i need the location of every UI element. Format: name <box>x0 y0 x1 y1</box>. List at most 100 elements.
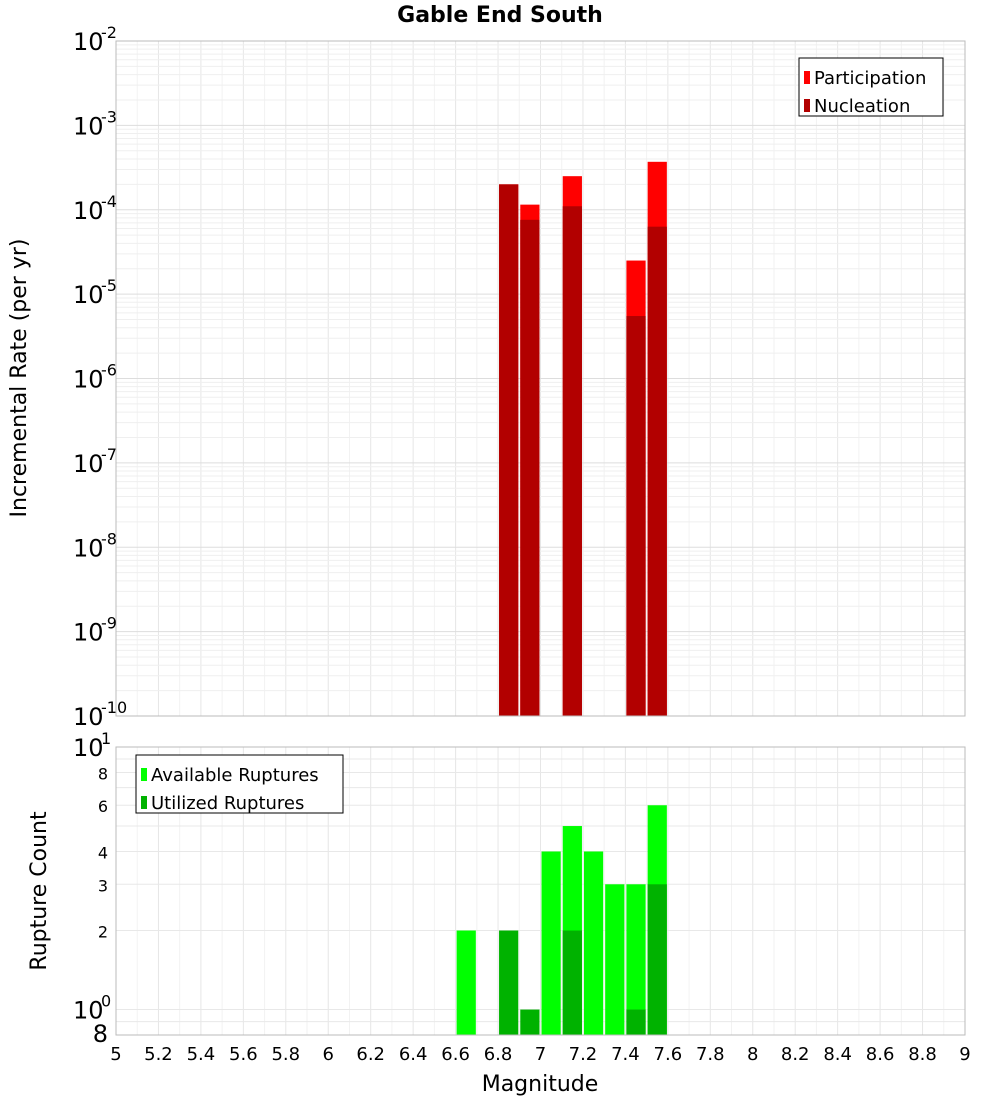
x-tick-label: 6.4 <box>399 1044 428 1065</box>
bottom-y-tick-small: 8 <box>98 764 108 783</box>
tick-base: 10 <box>73 197 104 225</box>
top-y-tick-label: 10-6 <box>73 361 117 394</box>
tick-exponent: -6 <box>101 361 117 380</box>
x-tick-label: 6 <box>323 1044 334 1065</box>
x-tick-label: 9 <box>959 1044 970 1065</box>
x-tick-label: 7 <box>535 1044 546 1065</box>
x-tick-label: 8.8 <box>908 1044 937 1065</box>
bottom-bar <box>456 930 476 1035</box>
top-y-tick-label: 10-10 <box>73 698 127 731</box>
tick-exponent: 0 <box>101 992 111 1011</box>
tick-exponent: -5 <box>101 276 117 295</box>
x-tick-label: 8.6 <box>866 1044 895 1065</box>
top-legend-swatch <box>804 71 810 84</box>
x-tick-label: 5.2 <box>144 1044 173 1065</box>
top-bar <box>499 184 519 717</box>
bottom-y-tick-small: 6 <box>98 797 108 816</box>
x-tick-label: 5.8 <box>271 1044 300 1065</box>
bottom-y-tick-label: 101 <box>73 729 111 762</box>
x-ticks: 5 5.2 5.4 5.6 5.8 6 6.2 6.4 6.6 6.8 7 7.2 7.4 7.6 7.8 8… <box>110 1044 970 1065</box>
x-tick-label: 7.2 <box>569 1044 598 1065</box>
top-bar <box>647 226 667 716</box>
x-tick-label: 7.8 <box>696 1044 725 1065</box>
top-y-axis-label: Incremental Rate (per yr) <box>7 239 32 518</box>
tick-exponent: -7 <box>101 445 117 464</box>
bottom-bar <box>626 884 646 1035</box>
bottom-bar <box>541 851 561 1035</box>
top-y-tick-label: 10-5 <box>73 276 117 309</box>
x-tick-label: 7.4 <box>611 1044 640 1065</box>
top-legend: Participation Nucleation <box>798 57 944 117</box>
tick-base: 10 <box>73 112 104 140</box>
top-bar <box>520 219 540 717</box>
top-legend-swatch <box>804 99 810 112</box>
bottom-y-tick-label: 100 <box>73 992 111 1025</box>
top-y-tick-label: 10-9 <box>73 614 117 647</box>
top-y-tick-label: 10-8 <box>73 529 117 562</box>
bottom-bar <box>499 930 519 1035</box>
tick-base: 10 <box>73 703 104 731</box>
bottom-legend: Available Ruptures Utilized Ruptures <box>135 754 344 814</box>
bottom-legend-box <box>135 754 344 814</box>
bottom-plot-frame <box>115 746 966 1036</box>
x-tick-label: 5.4 <box>187 1044 216 1065</box>
top-bar <box>626 316 646 716</box>
top-y-tick-label: 10-2 <box>73 23 117 56</box>
bottom-bar <box>562 930 582 1035</box>
top-grid <box>115 41 966 717</box>
bottom-legend-label: Available Ruptures <box>151 765 319 786</box>
tick-base: 10 <box>73 534 104 562</box>
tick-base: 10 <box>73 734 104 762</box>
top-y-tick-label: 10-3 <box>73 107 117 140</box>
bottom-y-tick-small: 4 <box>98 843 108 862</box>
tick-base: 10 <box>73 619 104 647</box>
tick-exponent: -2 <box>101 23 117 42</box>
top-y-tick-label: 10-4 <box>73 192 117 225</box>
x-tick-label: 6.8 <box>484 1044 513 1065</box>
tick-base: 10 <box>73 366 104 394</box>
x-tick-label: 5 <box>110 1044 121 1065</box>
bottom-y-tick-small: 2 <box>98 923 108 942</box>
bottom-bar <box>605 884 625 1035</box>
x-tick-label: 6.6 <box>441 1044 470 1065</box>
x-tick-label: 8 <box>747 1044 758 1065</box>
bottom-legend-label: Utilized Ruptures <box>151 793 304 814</box>
bottom-legend-swatch <box>141 796 147 809</box>
top-series-1 <box>499 184 667 717</box>
tick-exponent: 1 <box>101 729 111 748</box>
x-tick-label: 8.4 <box>823 1044 852 1065</box>
tick-exponent: -9 <box>101 614 117 633</box>
top-plot-frame <box>115 40 966 717</box>
top-bar <box>562 206 582 716</box>
bottom-y-axis-label: Rupture Count <box>27 811 52 971</box>
tick-base: 10 <box>73 28 104 56</box>
x-axis-label: Magnitude <box>482 1072 599 1097</box>
bottom-y-tick-small: 3 <box>98 876 108 895</box>
bottom-y-tick-small: 8 <box>93 1020 108 1048</box>
top-y-tick-label: 10-7 <box>73 445 117 478</box>
x-tick-label: 7.6 <box>654 1044 683 1065</box>
x-tick-label: 6.2 <box>356 1044 385 1065</box>
x-tick-label: 8.2 <box>781 1044 810 1065</box>
tick-exponent: -4 <box>101 192 117 211</box>
tick-base: 10 <box>73 997 104 1025</box>
tick-base: 10 <box>73 450 104 478</box>
bottom-series-1 <box>499 884 667 1035</box>
top-legend-box <box>798 57 944 117</box>
bottom-bar <box>583 851 604 1035</box>
tick-exponent: -10 <box>101 698 127 717</box>
tick-base: 10 <box>73 281 104 309</box>
top-legend-label: Nucleation <box>814 96 910 117</box>
bottom-bar <box>647 884 667 1035</box>
chart-title: Gable End South <box>397 3 603 28</box>
tick-exponent: -3 <box>101 107 117 126</box>
bottom-bar <box>520 1009 540 1035</box>
top-legend-label: Participation <box>814 68 926 89</box>
bottom-bar <box>626 1009 646 1035</box>
bottom-legend-swatch <box>141 768 147 781</box>
x-tick-label: 5.6 <box>229 1044 258 1065</box>
tick-exponent: -8 <box>101 529 117 548</box>
